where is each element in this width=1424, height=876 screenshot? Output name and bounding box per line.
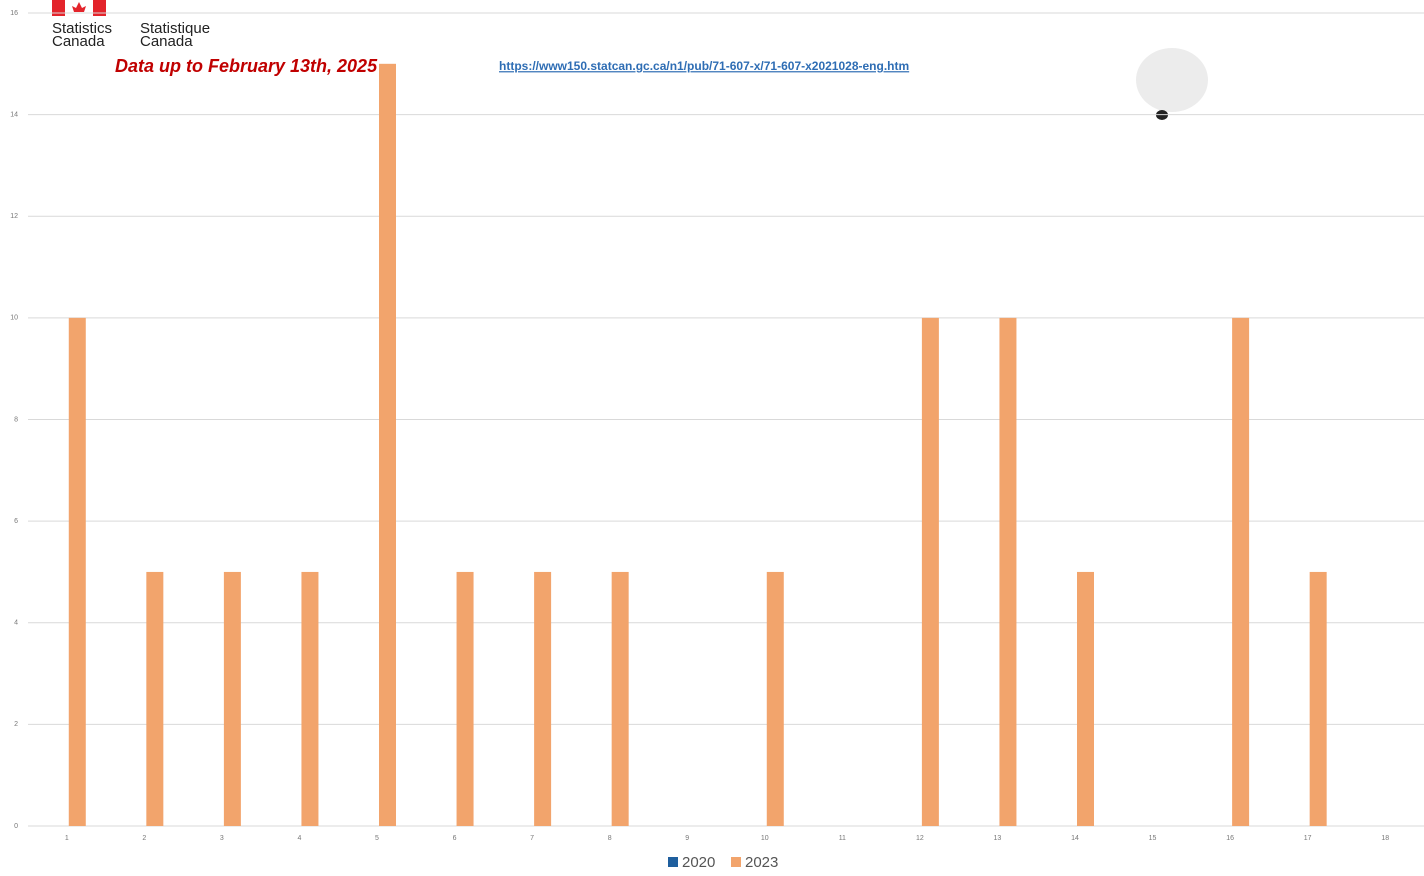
bar <box>766 571 784 826</box>
x-tick-label: 4 <box>297 835 301 842</box>
source-link[interactable]: https://www150.statcan.gc.ca/n1/pub/71-6… <box>499 59 909 73</box>
x-tick-label: 17 <box>1304 835 1312 842</box>
y-tick-label: 10 <box>10 315 18 322</box>
logo-text: Statistics <box>52 20 112 37</box>
bar <box>1077 571 1094 826</box>
logo-text: Canada <box>52 33 105 50</box>
x-tick-label: 8 <box>608 835 612 842</box>
x-tick-label: 2 <box>142 835 146 842</box>
x-tick-label: 16 <box>1226 835 1234 842</box>
x-tick-label: 12 <box>916 835 924 842</box>
logo: Statistics Canada Statistique Canada <box>52 0 210 50</box>
bar <box>68 317 86 826</box>
y-tick-label: 16 <box>10 10 18 17</box>
logo-text: Canada <box>140 33 193 50</box>
bar <box>1232 317 1250 826</box>
x-tick-label: 10 <box>761 835 769 842</box>
bar <box>379 63 396 826</box>
bar <box>146 571 164 826</box>
x-tick-label: 18 <box>1381 835 1389 842</box>
legend-swatch <box>731 857 741 867</box>
flag-bar <box>93 0 106 16</box>
x-tick-label: 11 <box>839 835 846 842</box>
y-tick-label: 4 <box>14 620 18 627</box>
bar <box>921 317 939 826</box>
annotation: Data up to February 13th, 2025 <box>115 56 378 76</box>
y-tick-label: 14 <box>10 111 18 118</box>
logo-text: Statistique <box>140 20 210 37</box>
legend-label: 2023 <box>745 854 778 871</box>
bar <box>611 571 629 826</box>
x-tick-label: 5 <box>375 835 379 842</box>
wolf-head <box>1136 48 1208 112</box>
x-tick-label: 13 <box>994 835 1002 842</box>
y-tick-label: 8 <box>14 416 18 423</box>
x-tick-label: 1 <box>65 835 69 842</box>
bar <box>1309 571 1327 826</box>
bar <box>223 571 241 826</box>
bar <box>534 571 552 826</box>
legend-swatch <box>668 857 678 867</box>
x-tick-label: 6 <box>453 835 457 842</box>
y-tick-label: 6 <box>14 518 18 525</box>
x-tick-label: 7 <box>530 835 534 842</box>
x-tick-label: 15 <box>1149 835 1157 842</box>
x-tick-label: 3 <box>220 835 224 842</box>
x-tick-label: 14 <box>1071 835 1079 842</box>
y-tick-label: 12 <box>10 213 18 220</box>
y-tick-label: 2 <box>14 721 18 728</box>
legend-label: 2020 <box>682 854 715 871</box>
x-tick-label: 9 <box>685 835 689 842</box>
flag-bar <box>52 0 65 16</box>
maple-leaf <box>72 2 86 12</box>
bar <box>301 571 319 826</box>
bar <box>456 571 474 826</box>
bar <box>999 317 1017 826</box>
y-tick-label: 0 <box>14 823 18 830</box>
